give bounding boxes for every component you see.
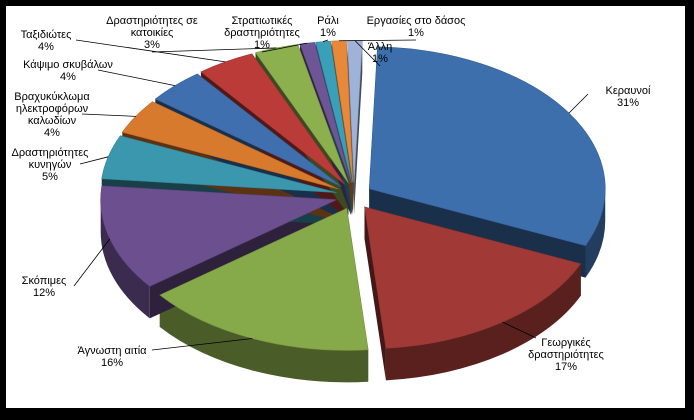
slice-label: Άλλη 1% (368, 41, 392, 65)
slice-label: Κεραυνοί 31% (606, 85, 651, 109)
leader-line (151, 338, 253, 351)
pie-slice-side (159, 295, 369, 383)
leader-line (81, 113, 136, 117)
leader-line (568, 93, 589, 114)
leader-line (151, 47, 277, 53)
slice-label: Κάψιμο σκυβάλων 4% (23, 59, 113, 83)
pie-slice-side (100, 199, 150, 319)
slice-label: Δραστηριότητες κυνηγών 5% (12, 147, 89, 183)
slice-label: Ταξιδιώτες 4% (21, 29, 72, 53)
slice-label: Σκόπιμες 12% (22, 275, 67, 299)
pie-chart: Κεραυνοί 31% Γεωργικές δραστηριότητες 17% Άγν… (12, 15, 651, 383)
pie-slice (101, 135, 337, 193)
pie-slice (200, 53, 346, 185)
slice-label: Ράλι 1% (317, 15, 339, 39)
pie-slice (154, 73, 342, 187)
slice-label: Στρατιωτικές δραστηριότητες 1% (224, 15, 300, 51)
leader-line (75, 39, 226, 63)
pie-slice-wall (354, 40, 363, 215)
leader-line (338, 39, 417, 42)
leader-line (354, 40, 381, 67)
slice-label: Δραστηριότητες σε κατοικίες 3% (106, 15, 198, 51)
pie-slice (159, 207, 369, 351)
pie-slice-side (385, 263, 581, 381)
leader-line (97, 69, 176, 87)
slice-label: Βραχυκύκλωμα ηλεκτροφόρων καλωδίων 4% (14, 91, 90, 139)
leader-line (79, 156, 109, 165)
slice-label: Άγνωστη αιτία 16% (78, 345, 148, 369)
pie-slice-side (585, 188, 606, 278)
leader-line (502, 321, 537, 339)
pie-slice-wall (364, 206, 386, 381)
chart-area: Κεραυνοί 31% Γεωργικές δραστηριότητες 17% Άγν… (6, 6, 685, 408)
pie-slice (121, 101, 339, 190)
leader-line (322, 39, 329, 43)
leader-line (261, 42, 308, 53)
slice-label: Γεωργικές δραστηριότητες 17% (528, 337, 604, 373)
slice-label: Εργασίες στο δάσος 1% (367, 15, 466, 39)
leader-line (73, 238, 111, 287)
